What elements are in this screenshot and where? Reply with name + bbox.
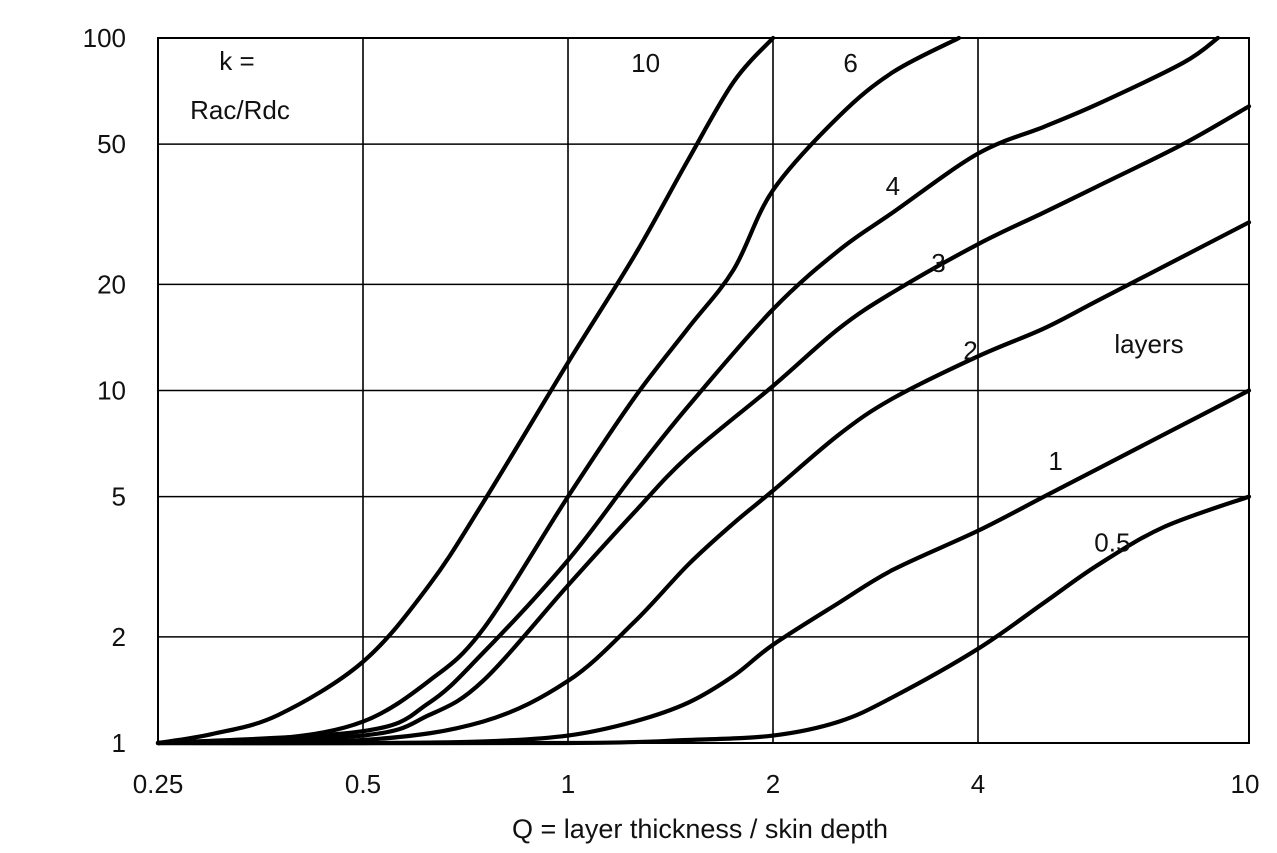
curve-label: 6 <box>843 48 857 78</box>
y-tick-label: 10 <box>97 376 126 406</box>
y-tick-labels: 1 2 5 10 20 50 100 <box>83 23 126 758</box>
curve-label: 10 <box>631 48 660 78</box>
x-tick-label: 4 <box>971 769 985 799</box>
y-tick-label: 100 <box>83 23 126 53</box>
x-tick-label: 2 <box>766 769 780 799</box>
x-tick-label: 1 <box>561 769 575 799</box>
series-line-10 <box>155 35 776 746</box>
curve-label: 3 <box>931 248 945 278</box>
curve-label: 2 <box>963 335 977 365</box>
curve-label: 0.5 <box>1094 528 1130 558</box>
series-line-4 <box>155 35 1220 746</box>
series-line-0-5 <box>155 494 1252 746</box>
y-label-line-1: k = <box>219 46 254 76</box>
x-tick-labels: 0.25 0.5 1 2 4 10 <box>133 769 1260 799</box>
y-tick-label: 20 <box>97 269 126 299</box>
x-tick-label: 10 <box>1231 769 1260 799</box>
x-axis-title: Q = layer thickness / skin depth <box>512 814 888 844</box>
curve-label: 1 <box>1048 446 1062 476</box>
series-line-2 <box>155 220 1252 746</box>
y-tick-label: 1 <box>112 728 126 758</box>
series-line-6 <box>155 35 962 746</box>
series-line-1 <box>155 388 1252 746</box>
y-label-line-2: Rac/Rdc <box>190 95 290 125</box>
x-tick-label: 0.25 <box>133 769 184 799</box>
series-line-3 <box>155 104 1252 746</box>
curve-label: 4 <box>886 171 900 201</box>
series-annotation-layers: layers <box>1114 329 1183 359</box>
x-tick-label: 0.5 <box>345 769 381 799</box>
series-lines <box>155 35 1252 746</box>
y-tick-label: 2 <box>112 622 126 652</box>
curve-labels: 10 6 4 3 2 1 0.5 <box>631 48 1130 558</box>
y-tick-label: 50 <box>97 129 126 159</box>
y-tick-label: 5 <box>112 482 126 512</box>
